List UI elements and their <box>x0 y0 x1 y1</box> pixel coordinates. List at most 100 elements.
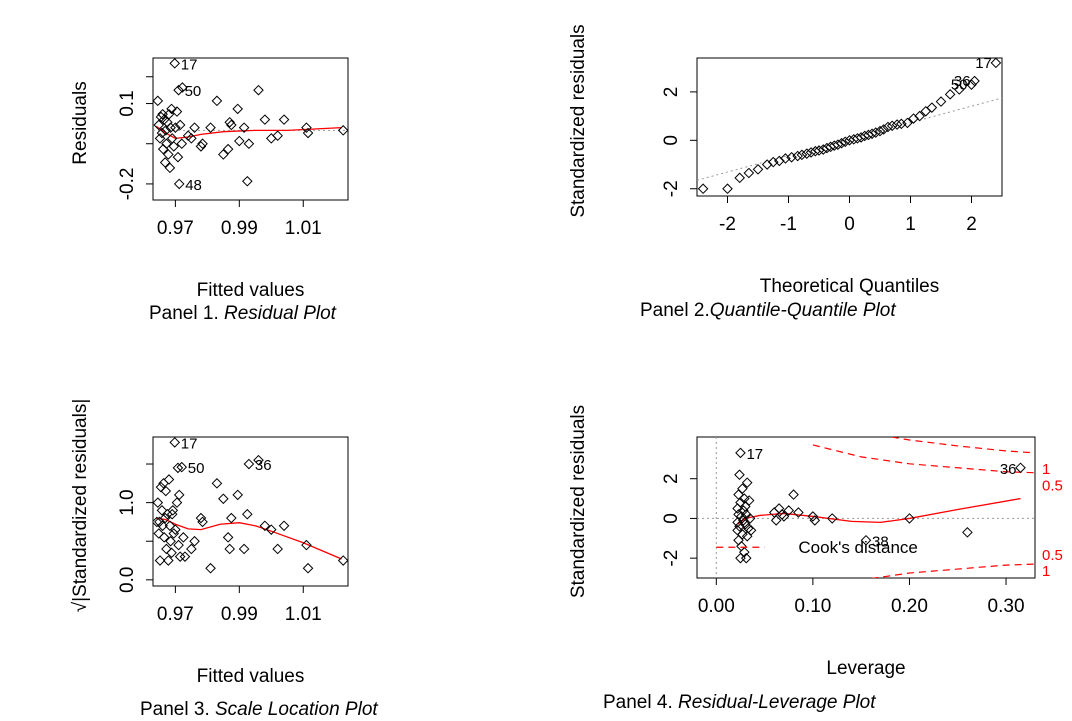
panel-1-caption-prefix: Panel 1. <box>149 303 224 324</box>
x-tick-label: 0.99 <box>221 604 258 625</box>
data-point <box>163 555 174 566</box>
point-label: 38 <box>872 533 889 550</box>
data-point <box>211 478 223 489</box>
data-point <box>801 148 813 159</box>
data-point <box>169 437 181 448</box>
data-point <box>226 119 237 131</box>
data-point <box>744 513 756 524</box>
data-point <box>153 528 165 539</box>
point-label: 48 <box>185 177 202 194</box>
data-point <box>743 495 755 506</box>
data-point <box>301 539 312 551</box>
plot-area <box>697 58 1002 195</box>
data-point <box>205 562 216 574</box>
panel-4-caption-title: Residual-Leverage Plot <box>678 692 876 713</box>
x-tick-label: 2 <box>966 214 977 235</box>
data-point <box>813 145 825 156</box>
data-point <box>734 172 746 184</box>
data-point <box>735 552 746 564</box>
data-point <box>161 543 172 555</box>
panel-3-caption-prefix: Panel 3. <box>140 699 215 720</box>
point-label: 36 <box>255 457 272 474</box>
data-point <box>186 543 197 555</box>
data-point <box>839 136 851 148</box>
data-point <box>807 511 819 522</box>
data-point <box>697 183 709 195</box>
data-point <box>205 122 216 133</box>
data-point <box>168 528 180 539</box>
x-tick-label: 1 <box>905 214 916 235</box>
plot-frame <box>152 436 349 587</box>
data-point <box>163 149 174 160</box>
data-point <box>722 183 733 195</box>
data-point <box>752 164 764 175</box>
y-axis-label: Standardized residuals <box>568 405 589 598</box>
data-point <box>174 119 186 131</box>
data-point <box>165 535 176 547</box>
data-point <box>170 524 181 535</box>
data-point <box>860 534 872 546</box>
data-point <box>161 138 172 150</box>
data-point <box>882 121 894 133</box>
y-tick-label: 1.0 <box>117 489 138 515</box>
data-point <box>176 461 188 473</box>
plot-area <box>153 437 348 574</box>
panel-3-caption-title: Scale Location Plot <box>215 699 378 720</box>
data-point <box>914 110 925 122</box>
data-point <box>167 505 179 516</box>
data-point <box>773 503 785 514</box>
data-point <box>170 122 181 133</box>
cooks-contour-upper <box>812 444 1035 474</box>
data-point <box>160 485 172 497</box>
data-point <box>278 114 290 125</box>
data-point <box>953 84 965 95</box>
x-tick-label: 0.99 <box>221 218 258 239</box>
data-point <box>158 532 170 543</box>
data-point <box>224 116 236 128</box>
x-tick-label: 0.00 <box>698 596 735 617</box>
data-point <box>272 543 283 555</box>
data-point <box>926 102 938 113</box>
data-point <box>768 507 780 518</box>
plot-frame <box>696 436 1036 579</box>
point-label: 36 <box>1000 461 1017 478</box>
x-tick-label: 0.30 <box>988 596 1025 617</box>
data-point <box>935 96 947 107</box>
data-point <box>265 524 277 535</box>
data-point <box>788 489 799 500</box>
data-point <box>234 135 245 147</box>
data-point <box>778 511 790 522</box>
data-point <box>735 447 746 459</box>
data-point <box>243 138 255 150</box>
y-tick-label: 2 <box>661 473 682 484</box>
data-point <box>793 507 804 518</box>
data-point <box>171 497 183 508</box>
data-point <box>222 143 234 155</box>
data-point <box>182 130 194 142</box>
data-point <box>783 505 795 516</box>
data-point <box>737 483 748 494</box>
y-tick-label: 0.0 <box>117 567 138 593</box>
data-point <box>904 513 915 524</box>
y-tick-label: 0 <box>661 513 682 524</box>
data-point <box>902 117 913 129</box>
data-point <box>826 513 838 524</box>
data-point <box>739 546 750 558</box>
data-point <box>168 141 180 152</box>
data-point <box>734 469 745 481</box>
data-point <box>741 530 753 542</box>
data-point <box>159 512 171 524</box>
data-point <box>155 481 167 493</box>
data-point <box>197 516 208 528</box>
data-point <box>232 489 244 501</box>
data-point <box>243 458 255 470</box>
data-point <box>173 489 185 501</box>
smoother-line <box>156 517 342 560</box>
x-axis-label: Leverage <box>826 658 905 679</box>
data-point <box>301 122 312 133</box>
data-point <box>165 122 176 133</box>
data-point <box>962 527 973 538</box>
cooks-contour-label: 1 <box>1042 563 1050 580</box>
data-point <box>736 511 747 522</box>
plot-area <box>153 58 348 190</box>
